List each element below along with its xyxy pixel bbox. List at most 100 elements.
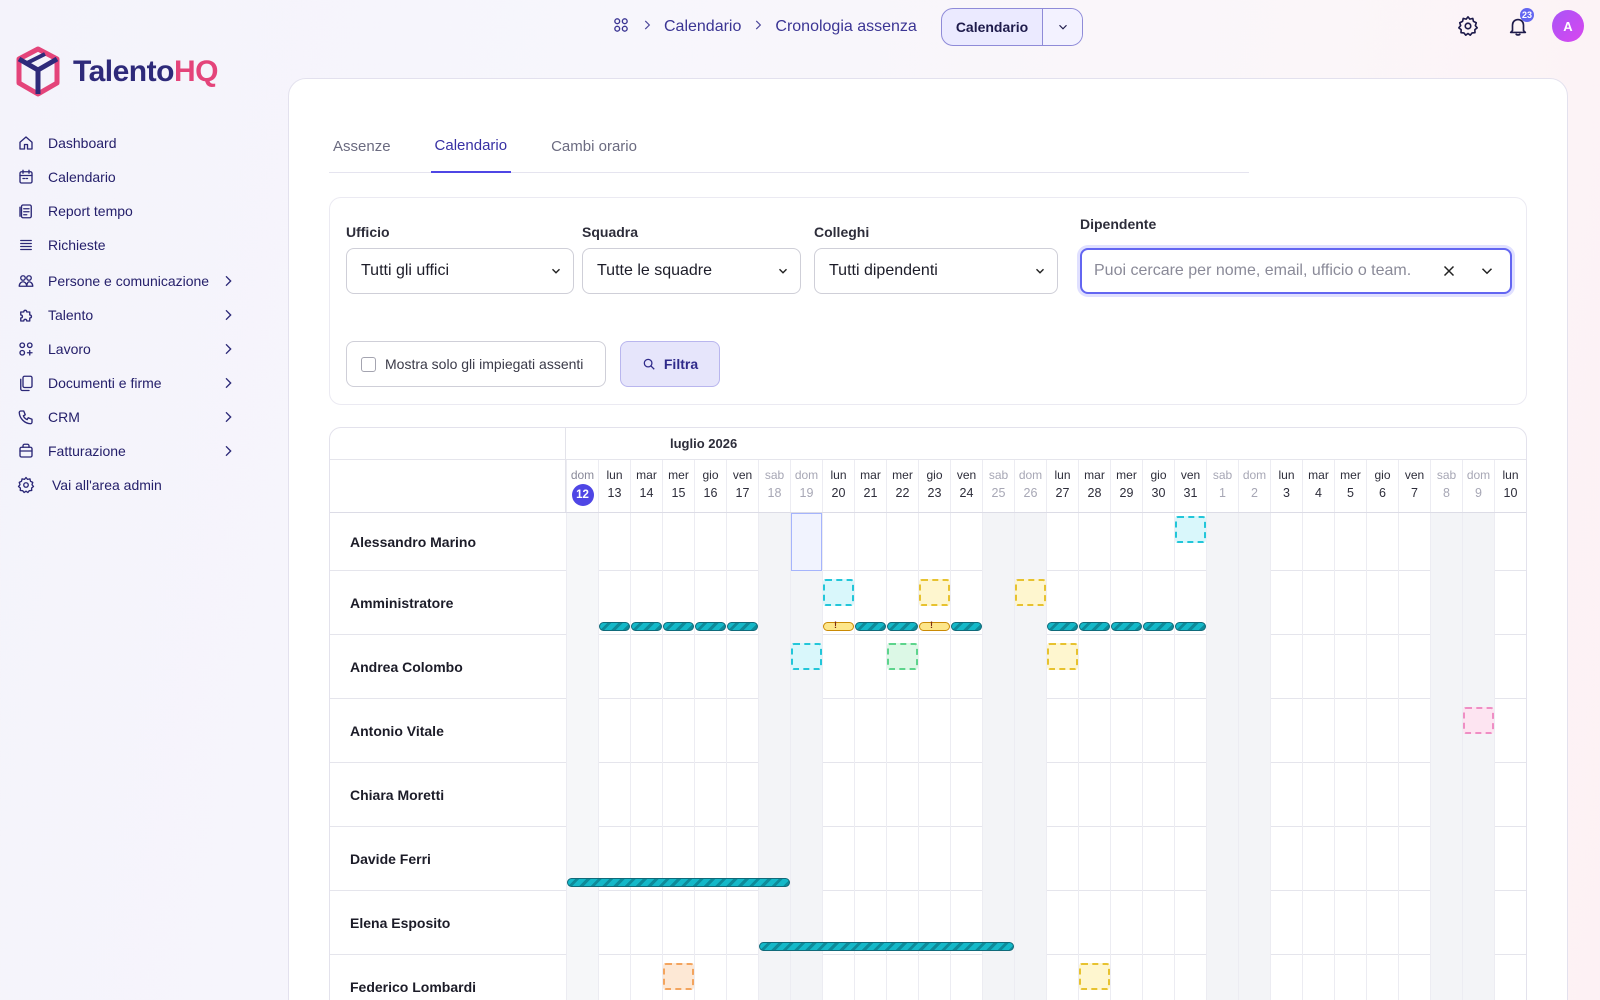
absence-request-marker[interactable] [886, 643, 918, 670]
day-cell[interactable] [822, 891, 854, 955]
day-cell[interactable] [982, 827, 1014, 891]
day-cell[interactable] [758, 635, 790, 699]
day-cell[interactable] [662, 571, 694, 635]
day-cell[interactable] [1206, 635, 1238, 699]
day-cell[interactable] [1078, 571, 1110, 635]
day-cell[interactable] [758, 955, 790, 1000]
day-cell[interactable] [1142, 891, 1174, 955]
day-cell[interactable] [1046, 513, 1078, 571]
day-cell[interactable] [886, 827, 918, 891]
breadcrumb-item-calendario[interactable]: Calendario [664, 18, 742, 35]
day-cell[interactable] [630, 571, 662, 635]
day-cell[interactable] [662, 891, 694, 955]
day-cell[interactable] [758, 699, 790, 763]
absence-bar[interactable] [951, 622, 982, 631]
day-cell[interactable] [886, 763, 918, 827]
day-cell[interactable] [694, 891, 726, 955]
day-cell[interactable] [1494, 763, 1526, 827]
day-cell[interactable] [982, 699, 1014, 763]
day-cell[interactable] [726, 635, 758, 699]
day-cell[interactable] [598, 763, 630, 827]
day-cell[interactable] [790, 827, 822, 891]
day-cell[interactable] [726, 763, 758, 827]
day-cell[interactable] [566, 955, 598, 1000]
tab-calendario[interactable]: Calendario [430, 119, 512, 173]
day-cell[interactable] [598, 571, 630, 635]
day-cell[interactable] [1430, 513, 1462, 571]
day-cell[interactable] [1238, 763, 1270, 827]
day-cell[interactable] [662, 635, 694, 699]
day-cell[interactable] [1302, 827, 1334, 891]
day-cell[interactable] [1014, 955, 1046, 1000]
day-cell[interactable] [566, 571, 598, 635]
day-cell[interactable] [854, 955, 886, 1000]
employee-name[interactable]: Federico Lombardi [350, 979, 477, 995]
day-cell[interactable] [630, 513, 662, 571]
day-cell[interactable] [854, 891, 886, 955]
absence-request-marker[interactable] [1174, 516, 1206, 543]
day-cell[interactable] [598, 827, 630, 891]
absence-bar[interactable] [567, 878, 790, 887]
day-cell[interactable] [1270, 891, 1302, 955]
day-cell[interactable] [822, 699, 854, 763]
absence-bar[interactable] [855, 622, 886, 631]
day-cell[interactable] [1366, 635, 1398, 699]
tab-cambi-orario[interactable]: Cambi orario [551, 137, 637, 155]
day-cell[interactable] [1238, 635, 1270, 699]
sidebar-item-documenti-e-firme[interactable]: Documenti e firme [16, 366, 244, 400]
day-cell[interactable] [1270, 763, 1302, 827]
colleghi-select[interactable]: Tutti dipendenti [814, 248, 1058, 294]
day-cell[interactable] [1430, 827, 1462, 891]
day-cell[interactable] [1110, 571, 1142, 635]
calendar-dropdown-button[interactable] [1042, 9, 1083, 45]
day-cell[interactable] [1238, 571, 1270, 635]
day-cell[interactable] [726, 699, 758, 763]
apps-grid-icon[interactable] [612, 16, 630, 39]
day-cell[interactable] [1174, 891, 1206, 955]
chevron-down-icon[interactable] [1478, 262, 1496, 285]
day-cell[interactable] [1078, 827, 1110, 891]
day-cell[interactable] [1238, 699, 1270, 763]
absence-bar[interactable] [919, 620, 950, 631]
day-cell[interactable] [1430, 891, 1462, 955]
day-cell[interactable] [1302, 571, 1334, 635]
day-cell[interactable] [1078, 513, 1110, 571]
day-cell[interactable] [950, 699, 982, 763]
day-cell[interactable] [1270, 513, 1302, 571]
day-cell[interactable] [1366, 891, 1398, 955]
employee-name[interactable]: Elena Esposito [350, 915, 451, 931]
day-cell[interactable] [694, 763, 726, 827]
employee-name[interactable]: Andrea Colombo [350, 659, 463, 675]
absence-bar[interactable] [599, 622, 630, 631]
sidebar-item-calendario[interactable]: Calendario [16, 160, 244, 194]
day-cell[interactable] [982, 513, 1014, 571]
day-cell[interactable] [630, 699, 662, 763]
absence-bar[interactable] [695, 622, 726, 631]
day-cell[interactable] [854, 827, 886, 891]
day-cell[interactable] [854, 699, 886, 763]
day-cell[interactable] [726, 827, 758, 891]
day-cell[interactable] [1494, 699, 1526, 763]
day-cell[interactable] [1078, 763, 1110, 827]
day-cell[interactable] [790, 699, 822, 763]
sidebar-item-vai-all-area-admin[interactable]: Vai all'area admin [16, 468, 244, 502]
day-cell[interactable] [694, 513, 726, 571]
day-cell[interactable] [662, 513, 694, 571]
employee-name[interactable]: Chiara Moretti [350, 787, 445, 803]
employee-name[interactable]: Alessandro Marino [350, 534, 477, 550]
day-cell[interactable] [662, 763, 694, 827]
absence-request-marker[interactable] [1014, 579, 1046, 606]
absence-bar[interactable] [887, 622, 918, 631]
day-cell[interactable] [886, 513, 918, 571]
day-cell[interactable] [758, 513, 790, 571]
day-cell[interactable] [694, 699, 726, 763]
day-cell[interactable] [1334, 827, 1366, 891]
day-cell[interactable] [1110, 891, 1142, 955]
day-cell[interactable] [950, 955, 982, 1000]
day-cell[interactable] [886, 955, 918, 1000]
absence-bar[interactable] [823, 620, 854, 631]
day-cell[interactable] [1366, 571, 1398, 635]
day-cell[interactable] [1270, 635, 1302, 699]
day-cell[interactable] [1014, 513, 1046, 571]
day-cell[interactable] [1462, 571, 1494, 635]
